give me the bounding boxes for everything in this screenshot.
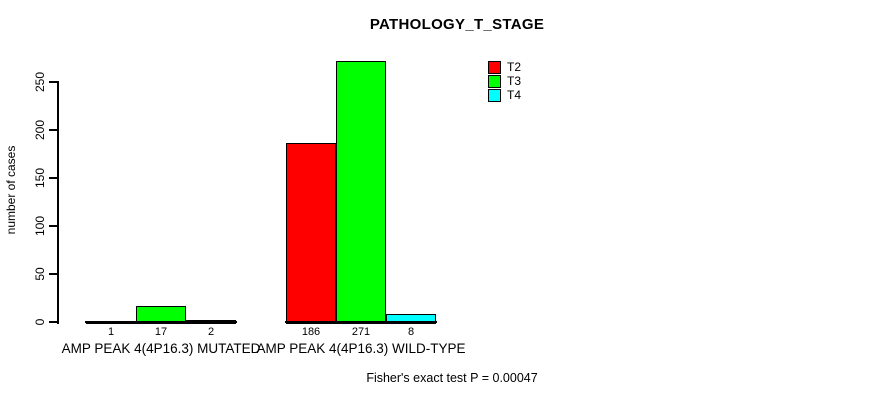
y-tick-label: 250 [33,71,47,92]
chart-title: PATHOLOGY_T_STAGE [369,16,545,33]
y-tick-label: 0 [33,318,47,326]
bar-value-label: 2 [207,326,215,338]
bar-t4-group2 [386,314,436,324]
legend-swatch-t3 [488,75,501,88]
category-label: AMP PEAK 4(4P16.3) MUTATED [61,341,261,356]
legend-item-t2: T2 [488,61,521,74]
y-tick-mark [49,224,57,227]
legend-label: T4 [507,88,522,102]
bar-t3-group2 [336,61,386,324]
bar-value-label: 8 [407,326,415,338]
legend-item-t3: T3 [488,75,521,88]
y-tick-label: 50 [33,267,47,281]
annotation-text: Fisher's exact test P = 0.00047 [366,371,538,385]
bar-value-label: 1 [107,326,115,338]
y-axis-line [57,81,59,324]
bar-t3-group1 [136,306,186,324]
bar-value-label: 271 [351,326,371,338]
legend: T2 T3 T4 [488,61,521,103]
y-tick-mark [49,128,57,131]
y-tick-label: 150 [33,167,47,188]
legend-swatch-t4 [488,89,501,102]
bar-value-label: 17 [154,326,168,338]
legend-label: T2 [507,60,522,74]
category-label: AMP PEAK 4(4P16.3) WILD-TYPE [256,341,466,356]
y-tick-mark [49,272,57,275]
bar-t2-group2 [286,143,336,324]
y-tick-mark [49,80,57,83]
legend-item-t4: T4 [488,89,521,102]
y-tick-mark [49,321,57,323]
bar-value-label: 186 [301,326,321,338]
legend-label: T3 [507,74,522,88]
group-baseline [285,321,437,323]
legend-swatch-t2 [488,61,501,74]
group-baseline [85,321,237,323]
y-tick-mark [49,176,57,179]
y-axis-label: number of cases [4,145,18,235]
y-tick-label: 100 [33,215,47,236]
y-tick-label: 200 [33,119,47,140]
